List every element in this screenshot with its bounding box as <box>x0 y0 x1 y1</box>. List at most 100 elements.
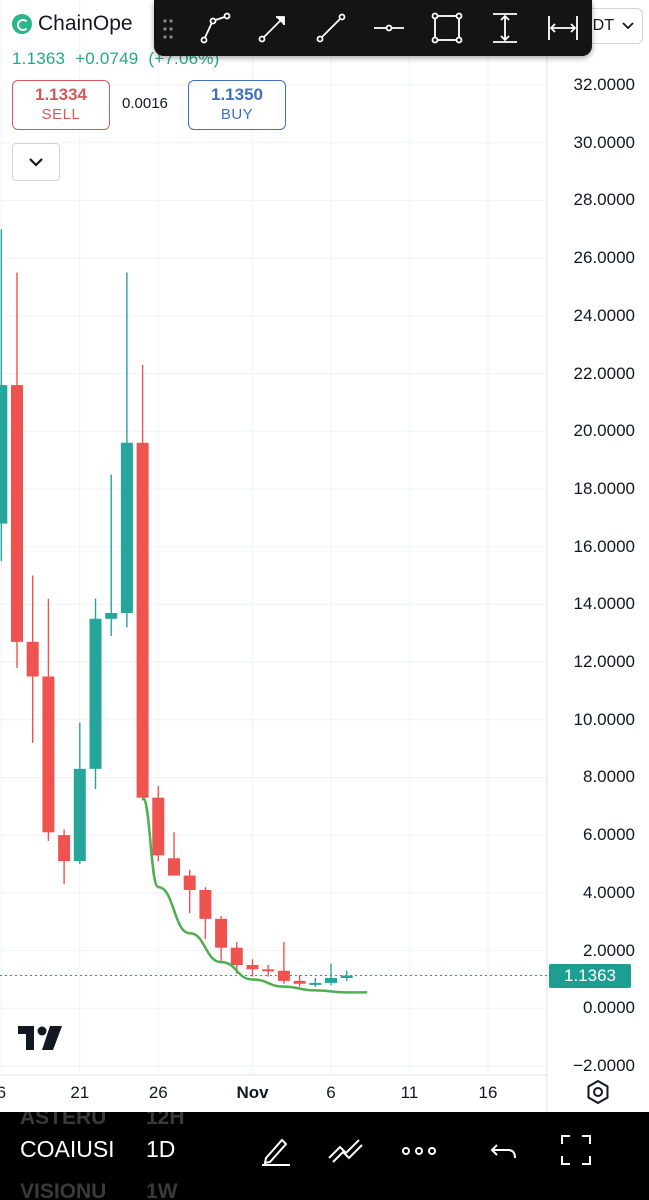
time-tick-label: 6 <box>0 1083 7 1102</box>
time-tick-label: 16 <box>478 1083 498 1102</box>
candle <box>309 977 322 987</box>
price-tick-label: 18.0000 <box>573 478 635 498</box>
spread-value: 0.0016 <box>122 95 168 112</box>
candles <box>0 229 353 987</box>
price-chart[interactable] <box>0 0 649 1112</box>
price-tick-label: −2.0000 <box>573 1056 635 1075</box>
indicators-icon[interactable] <box>326 1132 366 1168</box>
candle <box>246 959 259 977</box>
collapse-button[interactable] <box>12 143 60 181</box>
candle <box>58 829 71 885</box>
candle <box>277 941 290 984</box>
candle <box>293 975 306 987</box>
buy-price: 1.1350 <box>211 85 263 104</box>
price-tick-label: 12.0000 <box>573 652 635 672</box>
candle-body <box>120 442 133 614</box>
ghost-timeframe-above: 12H <box>146 1112 185 1129</box>
horizontal-ray-tool-button[interactable] <box>368 8 410 48</box>
price-tick-label: 22.0000 <box>573 363 635 383</box>
price-tick-label: 14.0000 <box>573 594 635 614</box>
candle <box>136 364 149 801</box>
current-price-tag: 1.1363 <box>549 964 631 988</box>
vertical-measure-tool-button[interactable] <box>484 8 526 48</box>
price-tick-label: 30.0000 <box>573 132 635 152</box>
candle <box>26 575 39 743</box>
candle-body <box>105 613 118 619</box>
candle <box>0 229 8 562</box>
candle-body <box>277 970 290 981</box>
candle <box>230 941 243 974</box>
candle-body <box>340 975 353 978</box>
candle-body <box>152 797 165 856</box>
candle <box>11 272 23 668</box>
candle <box>152 786 165 862</box>
candle-body <box>215 918 228 948</box>
candle-body <box>26 641 39 677</box>
buy-label: BUY <box>220 106 254 123</box>
candle <box>199 887 212 940</box>
candle-body <box>309 982 322 985</box>
price-tick-label: 28.0000 <box>573 190 635 210</box>
arrow-tool-button[interactable] <box>252 8 294 48</box>
candle-body <box>168 858 180 876</box>
sell-price: 1.1334 <box>35 85 87 104</box>
undo-icon[interactable] <box>488 1132 522 1168</box>
candle-body <box>325 977 337 983</box>
price-tick-label: 0.0000 <box>583 998 635 1018</box>
rectangle-tool-button[interactable] <box>426 8 468 48</box>
horizontal-measure-tool-button[interactable] <box>542 8 584 48</box>
candle <box>89 598 102 790</box>
tradingview-logo-icon <box>18 1026 62 1050</box>
symbol-name: ChainOpe <box>38 12 133 35</box>
horizontal-ray-icon <box>374 24 404 32</box>
candle-body <box>246 965 259 970</box>
time-tick-label: 6 <box>326 1083 336 1102</box>
price-tick-label: 6.0000 <box>583 825 635 845</box>
trend-line-tool-button[interactable] <box>310 8 352 48</box>
buy-button[interactable]: 1.1350 BUY <box>188 80 286 130</box>
candle <box>120 272 133 628</box>
curve-annotation <box>141 796 368 994</box>
time-tick-label: Nov <box>236 1083 269 1102</box>
symbol-selector[interactable]: COAIUSI <box>20 1136 115 1162</box>
price-tick-label: 32.0000 <box>573 75 635 94</box>
path-tool-button[interactable] <box>194 8 236 48</box>
fullscreen-icon[interactable] <box>558 1132 594 1168</box>
arrow-line-icon <box>258 16 285 43</box>
last-price: 1.1363 <box>12 49 66 68</box>
candle <box>262 965 275 977</box>
chevron-down-icon <box>622 22 634 30</box>
ghost-symbol-below: VISIONU <box>20 1180 107 1200</box>
price-tick-label: 2.0000 <box>583 940 635 960</box>
more-options-icon[interactable] <box>400 1132 438 1168</box>
candle <box>340 970 353 981</box>
trend-line-icon <box>316 13 346 43</box>
candle-body <box>230 947 243 966</box>
candle-body <box>262 969 275 972</box>
drag-handle-icon[interactable] <box>162 18 174 40</box>
sell-button[interactable]: 1.1334 SELL <box>12 80 110 130</box>
pair-suffix: DT <box>592 17 614 34</box>
settings-gear-icon[interactable] <box>584 1078 612 1106</box>
candle <box>105 474 118 637</box>
candle-body <box>199 889 212 919</box>
candle-body <box>293 980 306 984</box>
symbol-header[interactable]: ChainOpe <box>12 12 133 36</box>
candle <box>215 915 228 963</box>
ghost-symbol-above: ASTERU <box>20 1112 107 1129</box>
path-icon <box>200 12 231 44</box>
candle-body <box>58 835 71 862</box>
time-tick-label: 11 <box>400 1083 419 1102</box>
candle-body <box>89 618 102 769</box>
vertical-measure-icon <box>493 13 517 43</box>
candle-body <box>42 676 55 833</box>
ghost-timeframe-below: 1W <box>146 1180 178 1200</box>
candle-body <box>136 442 149 798</box>
price-tick-label: 20.0000 <box>573 421 635 441</box>
price-tick-label: 24.0000 <box>573 305 635 325</box>
rectangle-icon <box>431 12 463 44</box>
timeframe-selector[interactable]: 1D <box>146 1136 176 1162</box>
draw-pen-icon[interactable] <box>258 1132 294 1168</box>
chevron-down-icon <box>29 158 43 167</box>
grid-lines <box>0 0 547 1075</box>
